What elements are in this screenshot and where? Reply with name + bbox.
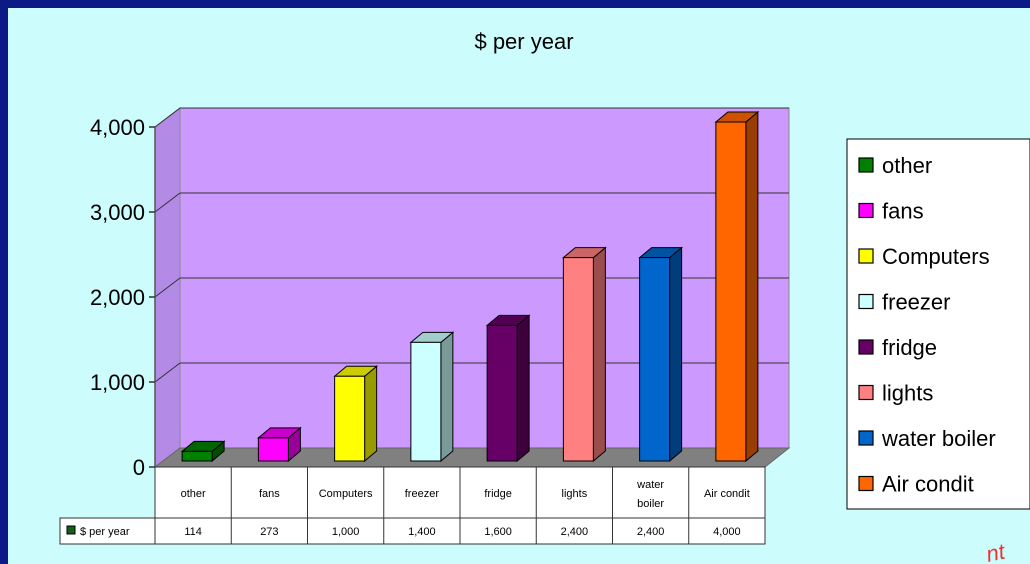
table-category-label: Computers bbox=[319, 488, 373, 500]
legend-label: Computers bbox=[882, 244, 990, 269]
bar-computers bbox=[333, 365, 379, 463]
table-value: 114 bbox=[184, 526, 202, 538]
y-tick-label: 0 bbox=[133, 455, 145, 480]
bar-front bbox=[257, 437, 289, 462]
table-value: 1,400 bbox=[408, 526, 436, 538]
table-category-label: Air condit bbox=[704, 488, 750, 500]
legend-swatch bbox=[858, 157, 874, 173]
legend-label: other bbox=[882, 153, 932, 178]
bar-front bbox=[181, 450, 213, 462]
legend-label: Air condit bbox=[882, 472, 974, 497]
table-category-label: lights bbox=[562, 488, 588, 500]
bar-front bbox=[410, 341, 442, 462]
bar-front bbox=[562, 257, 594, 462]
table-value: 4,000 bbox=[713, 526, 741, 538]
gridline-side bbox=[154, 192, 181, 213]
bar-side bbox=[516, 314, 530, 463]
bar-fridge bbox=[485, 314, 531, 463]
table-category-label: water bbox=[636, 479, 664, 491]
bar-air-condit bbox=[714, 110, 760, 463]
bars bbox=[180, 110, 760, 463]
legend-box bbox=[846, 138, 1030, 510]
gridline-side bbox=[154, 107, 181, 128]
bar-freezer bbox=[409, 331, 455, 463]
bar-side bbox=[592, 246, 606, 463]
bar-front bbox=[715, 121, 747, 462]
data-table: $ per year other 114 fans 273 Computers 1,000 f… bbox=[59, 466, 766, 545]
legend-swatch bbox=[858, 339, 874, 355]
bar-side bbox=[745, 110, 759, 463]
gridline-side bbox=[154, 277, 181, 298]
table-category-label: other bbox=[181, 488, 206, 500]
table-value: 2,400 bbox=[561, 526, 589, 538]
legend-label: freezer bbox=[882, 290, 950, 315]
legend-label: fans bbox=[882, 199, 924, 224]
bar-side bbox=[364, 365, 378, 463]
table-series-name: $ per year bbox=[80, 526, 130, 538]
bar-front bbox=[639, 257, 671, 462]
y-tick-label: 4,000 bbox=[90, 115, 145, 140]
legend-label: lights bbox=[882, 381, 933, 406]
table-value: 1,600 bbox=[484, 526, 512, 538]
table-series-key bbox=[66, 525, 76, 535]
legend: other fans Computers freezer fridge lights wat… bbox=[846, 138, 1030, 510]
corner-stamp-text: nt bbox=[984, 538, 1008, 564]
legend-label: water boiler bbox=[881, 426, 996, 451]
legend-swatch bbox=[858, 430, 874, 446]
bar-water-boiler bbox=[638, 246, 684, 463]
table-category-label: freezer bbox=[405, 488, 440, 500]
plot-area bbox=[153, 106, 791, 469]
legend-swatch bbox=[858, 384, 874, 401]
table-category-label: fridge bbox=[484, 488, 512, 500]
y-tick-label: 1,000 bbox=[90, 370, 145, 395]
legend-swatch bbox=[858, 202, 874, 219]
y-axis: 0 1,000 2,000 3,000 4,000 bbox=[90, 115, 156, 480]
bar-side bbox=[669, 246, 683, 463]
table-value: 273 bbox=[260, 526, 278, 538]
bar-side bbox=[440, 331, 454, 463]
table-category-label: boiler bbox=[637, 498, 664, 510]
gridlines bbox=[154, 107, 789, 383]
legend-swatch bbox=[858, 293, 874, 310]
bar-front bbox=[334, 375, 366, 462]
table-category-label: fans bbox=[259, 488, 280, 500]
bar-front bbox=[486, 324, 518, 462]
plot-floor bbox=[153, 447, 791, 468]
bar-lights bbox=[561, 246, 607, 463]
legend-label: fridge bbox=[882, 335, 937, 360]
legend-swatch bbox=[858, 475, 874, 492]
gridline-side bbox=[154, 362, 181, 383]
table-value: 2,400 bbox=[637, 526, 665, 538]
table-value: 1,000 bbox=[332, 526, 360, 538]
bar-other bbox=[180, 440, 226, 463]
y-tick-label: 3,000 bbox=[90, 200, 145, 225]
bar-fans bbox=[256, 426, 302, 463]
y-tick-label: 2,000 bbox=[90, 285, 145, 310]
legend-swatch bbox=[858, 248, 874, 264]
chart-title: $ per year bbox=[474, 29, 573, 54]
